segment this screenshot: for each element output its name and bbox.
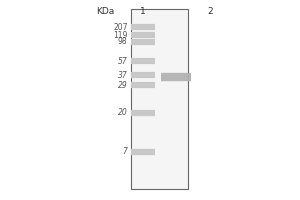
Text: 20: 20 bbox=[118, 108, 128, 117]
Bar bbox=[130, 9, 188, 189]
Text: 2: 2 bbox=[207, 7, 213, 16]
Text: 119: 119 bbox=[113, 30, 127, 40]
Text: 1: 1 bbox=[140, 7, 146, 16]
Text: 207: 207 bbox=[113, 22, 127, 31]
Text: 29: 29 bbox=[118, 81, 128, 90]
Text: 57: 57 bbox=[118, 56, 128, 66]
Text: 98: 98 bbox=[118, 38, 128, 46]
Text: KDa: KDa bbox=[96, 7, 114, 16]
Text: 37: 37 bbox=[118, 71, 128, 79]
Text: 7: 7 bbox=[123, 148, 128, 156]
